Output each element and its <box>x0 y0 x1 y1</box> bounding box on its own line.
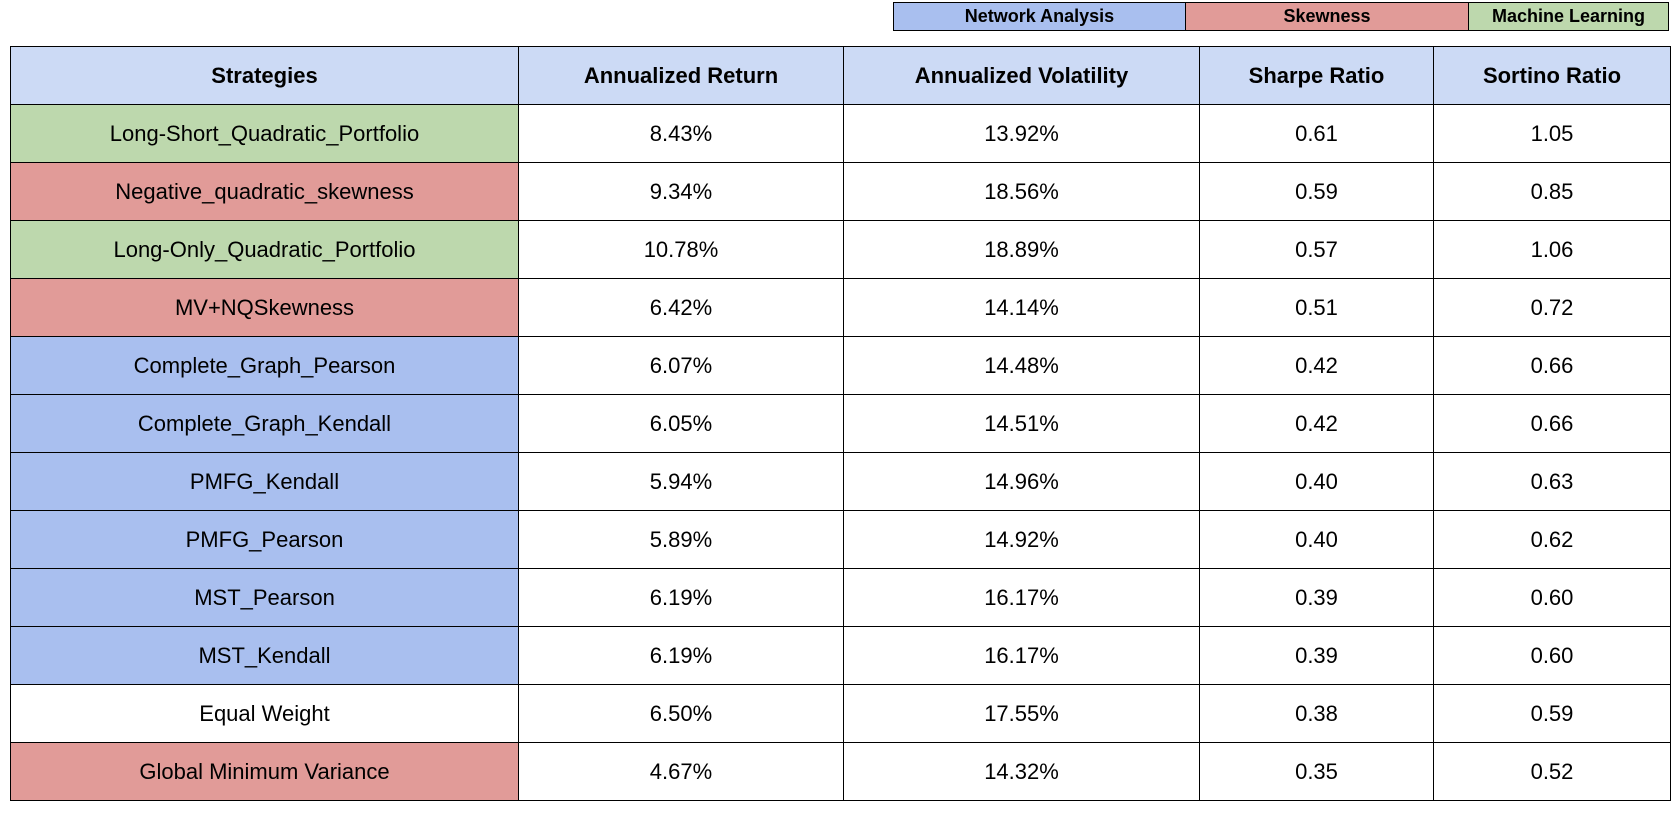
cell-annualized-volatility: 18.56% <box>843 162 1200 221</box>
cell-sharpe-ratio: 0.59 <box>1199 162 1434 221</box>
cell-sortino-ratio: 0.60 <box>1433 568 1671 627</box>
legend: Network Analysis Skewness Machine Learni… <box>893 2 1669 31</box>
table-row: PMFG_Kendall 5.94% 14.96% 0.40 0.63 <box>10 452 1671 511</box>
legend-network-analysis: Network Analysis <box>894 3 1186 30</box>
cell-annualized-return: 6.42% <box>518 278 844 337</box>
cell-strategy: Global Minimum Variance <box>10 742 519 801</box>
cell-sharpe-ratio: 0.42 <box>1199 394 1434 453</box>
table-row: PMFG_Pearson 5.89% 14.92% 0.40 0.62 <box>10 510 1671 569</box>
cell-sortino-ratio: 0.85 <box>1433 162 1671 221</box>
cell-sharpe-ratio: 0.42 <box>1199 336 1434 395</box>
cell-sharpe-ratio: 0.40 <box>1199 510 1434 569</box>
cell-strategy: Complete_Graph_Kendall <box>10 394 519 453</box>
cell-annualized-return: 6.05% <box>518 394 844 453</box>
cell-strategy: PMFG_Pearson <box>10 510 519 569</box>
cell-sortino-ratio: 0.66 <box>1433 394 1671 453</box>
cell-sortino-ratio: 0.62 <box>1433 510 1671 569</box>
legend-machine-learning: Machine Learning <box>1469 3 1668 30</box>
table-row: Complete_Graph_Pearson 6.07% 14.48% 0.42 0.6… <box>10 336 1671 395</box>
header-sortino-ratio: Sortino Ratio <box>1433 46 1671 105</box>
cell-annualized-return: 6.19% <box>518 626 844 685</box>
cell-annualized-volatility: 16.17% <box>843 568 1200 627</box>
cell-annualized-return: 8.43% <box>518 104 844 163</box>
header-annualized-volatility: Annualized Volatility <box>843 46 1200 105</box>
header-annualized-return: Annualized Return <box>518 46 844 105</box>
cell-sharpe-ratio: 0.38 <box>1199 684 1434 743</box>
table-row: Equal Weight 6.50% 17.55% 0.38 0.59 <box>10 684 1671 743</box>
cell-strategy: Long-Only_Quadratic_Portfolio <box>10 220 519 279</box>
cell-sortino-ratio: 1.05 <box>1433 104 1671 163</box>
cell-strategy: Long-Short_Quadratic_Portfolio <box>10 104 519 163</box>
cell-sortino-ratio: 0.72 <box>1433 278 1671 337</box>
cell-sortino-ratio: 0.59 <box>1433 684 1671 743</box>
cell-annualized-return: 6.07% <box>518 336 844 395</box>
cell-annualized-return: 6.50% <box>518 684 844 743</box>
table-row: Long-Only_Quadratic_Portfolio 10.78% 18.89… <box>10 220 1671 279</box>
cell-strategy: PMFG_Kendall <box>10 452 519 511</box>
cell-annualized-volatility: 14.48% <box>843 336 1200 395</box>
cell-strategy: MST_Kendall <box>10 626 519 685</box>
table-row: Long-Short_Quadratic_Portfolio 8.43% 13.92… <box>10 104 1671 163</box>
cell-annualized-return: 9.34% <box>518 162 844 221</box>
cell-annualized-volatility: 13.92% <box>843 104 1200 163</box>
cell-strategy: MV+NQSkewness <box>10 278 519 337</box>
cell-annualized-return: 5.89% <box>518 510 844 569</box>
cell-strategy: MST_Pearson <box>10 568 519 627</box>
cell-sharpe-ratio: 0.40 <box>1199 452 1434 511</box>
cell-sharpe-ratio: 0.39 <box>1199 568 1434 627</box>
header-row: Strategies Annualized Return Annualized … <box>10 46 1671 105</box>
cell-sortino-ratio: 0.60 <box>1433 626 1671 685</box>
cell-sharpe-ratio: 0.39 <box>1199 626 1434 685</box>
cell-strategy: Complete_Graph_Pearson <box>10 336 519 395</box>
cell-sharpe-ratio: 0.57 <box>1199 220 1434 279</box>
cell-sortino-ratio: 0.52 <box>1433 742 1671 801</box>
table-row: MST_Kendall 6.19% 16.17% 0.39 0.60 <box>10 626 1671 685</box>
cell-annualized-volatility: 14.92% <box>843 510 1200 569</box>
cell-annualized-return: 4.67% <box>518 742 844 801</box>
cell-annualized-volatility: 16.17% <box>843 626 1200 685</box>
cell-sortino-ratio: 0.66 <box>1433 336 1671 395</box>
cell-annualized-volatility: 18.89% <box>843 220 1200 279</box>
table-row: Complete_Graph_Kendall 6.05% 14.51% 0.42 0.6… <box>10 394 1671 453</box>
cell-sortino-ratio: 0.63 <box>1433 452 1671 511</box>
cell-annualized-volatility: 17.55% <box>843 684 1200 743</box>
table-row: MST_Pearson 6.19% 16.17% 0.39 0.60 <box>10 568 1671 627</box>
cell-annualized-volatility: 14.14% <box>843 278 1200 337</box>
results-table: Strategies Annualized Return Annualized … <box>10 46 1671 801</box>
table-row: Negative_quadratic_skewness 9.34% 18.56% 0.… <box>10 162 1671 221</box>
cell-annualized-volatility: 14.96% <box>843 452 1200 511</box>
cell-sharpe-ratio: 0.51 <box>1199 278 1434 337</box>
cell-annualized-return: 10.78% <box>518 220 844 279</box>
table-body: Long-Short_Quadratic_Portfolio 8.43% 13.92… <box>10 104 1671 801</box>
header-strategies: Strategies <box>10 46 519 105</box>
legend-skewness: Skewness <box>1186 3 1469 30</box>
cell-annualized-return: 6.19% <box>518 568 844 627</box>
cell-annualized-volatility: 14.32% <box>843 742 1200 801</box>
cell-sharpe-ratio: 0.61 <box>1199 104 1434 163</box>
cell-strategy: Negative_quadratic_skewness <box>10 162 519 221</box>
cell-sharpe-ratio: 0.35 <box>1199 742 1434 801</box>
cell-strategy: Equal Weight <box>10 684 519 743</box>
cell-sortino-ratio: 1.06 <box>1433 220 1671 279</box>
table-row: Global Minimum Variance 4.67% 14.32% 0.35 0.… <box>10 742 1671 801</box>
table-row: MV+NQSkewness 6.42% 14.14% 0.51 0.72 <box>10 278 1671 337</box>
header-sharpe-ratio: Sharpe Ratio <box>1199 46 1434 105</box>
cell-annualized-volatility: 14.51% <box>843 394 1200 453</box>
cell-annualized-return: 5.94% <box>518 452 844 511</box>
